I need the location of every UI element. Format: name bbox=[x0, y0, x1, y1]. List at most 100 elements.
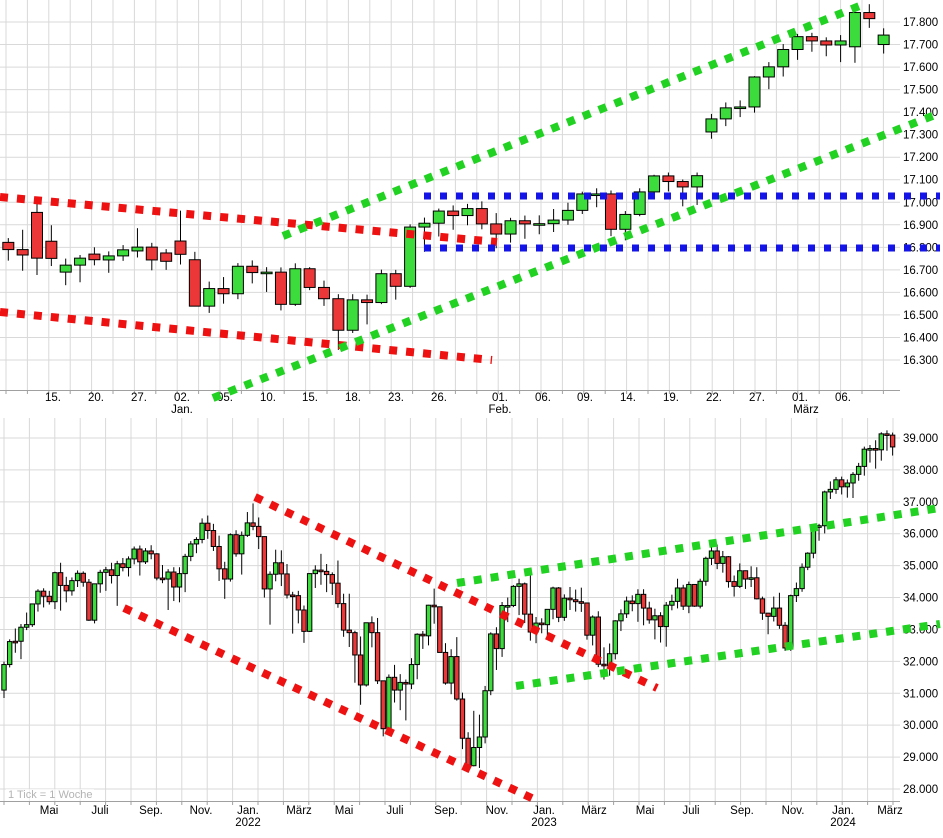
candle-up bbox=[848, 12, 861, 48]
svg-text:34.000: 34.000 bbox=[903, 593, 938, 605]
candle-up bbox=[623, 600, 630, 615]
candle-up bbox=[182, 555, 188, 575]
candle-down bbox=[725, 556, 732, 583]
svg-text:16.300: 16.300 bbox=[903, 355, 938, 367]
candle-up bbox=[1, 664, 7, 691]
svg-text:Mai: Mai bbox=[335, 805, 354, 817]
candle-down bbox=[389, 273, 402, 287]
svg-text:16.900: 16.900 bbox=[903, 220, 938, 232]
candle-up bbox=[669, 600, 675, 606]
svg-text:16.700: 16.700 bbox=[903, 265, 938, 277]
candle-up bbox=[791, 36, 804, 50]
candle-up bbox=[432, 210, 445, 224]
candle-down bbox=[205, 522, 211, 532]
svg-text:Nov.: Nov. bbox=[486, 805, 509, 817]
svg-text:Mai: Mai bbox=[40, 805, 59, 817]
candle-down bbox=[361, 299, 374, 304]
candle-down bbox=[346, 629, 352, 634]
candle-up bbox=[686, 583, 692, 607]
candle-up bbox=[346, 299, 359, 331]
candle-down bbox=[16, 249, 29, 256]
candle-up bbox=[103, 569, 109, 573]
candle-down bbox=[863, 12, 876, 20]
candle-down bbox=[352, 632, 358, 656]
svg-text:18.: 18. bbox=[345, 392, 361, 404]
candle-down bbox=[601, 663, 607, 667]
candle-down bbox=[403, 681, 409, 685]
candle-up bbox=[142, 550, 149, 563]
svg-text:Mai: Mai bbox=[636, 805, 655, 817]
candle-down bbox=[662, 175, 675, 183]
candle-up bbox=[805, 552, 811, 568]
svg-text:Sep.: Sep. bbox=[139, 805, 163, 817]
svg-text:Nov.: Nov. bbox=[190, 805, 213, 817]
candle-up bbox=[289, 268, 302, 305]
trendlines bbox=[122, 493, 941, 804]
candle-up bbox=[239, 534, 245, 555]
candle-down bbox=[323, 570, 330, 576]
candle-down bbox=[278, 562, 285, 575]
svg-text:27.: 27. bbox=[749, 392, 765, 404]
svg-text:10.: 10. bbox=[260, 392, 276, 404]
candle-down bbox=[759, 598, 766, 614]
candle-up bbox=[23, 624, 30, 628]
candle-up bbox=[648, 175, 661, 193]
svg-text:Sep.: Sep. bbox=[434, 805, 458, 817]
svg-text:36.000: 36.000 bbox=[903, 529, 938, 541]
trendline-upper-falling-resistance bbox=[0, 193, 498, 246]
candle-up bbox=[231, 265, 244, 295]
candle-up bbox=[691, 175, 704, 188]
svg-text:Nov.: Nov. bbox=[782, 805, 805, 817]
candle-down bbox=[301, 609, 307, 632]
candle-down bbox=[567, 597, 573, 601]
candle-down bbox=[284, 573, 290, 596]
candle-down bbox=[714, 550, 720, 564]
candle-down bbox=[691, 583, 698, 607]
candle-down bbox=[838, 479, 845, 488]
svg-text:17.800: 17.800 bbox=[903, 17, 938, 29]
candle-up bbox=[488, 633, 494, 692]
candle-down bbox=[57, 572, 64, 586]
candle-up bbox=[589, 616, 596, 636]
candle-up bbox=[397, 681, 403, 691]
candle-down bbox=[584, 602, 590, 636]
trendline-lower-falling-channel bbox=[122, 604, 538, 804]
candle-down bbox=[2, 241, 15, 251]
candle-up bbox=[533, 223, 546, 226]
candle-up bbox=[844, 482, 851, 488]
candle-down bbox=[380, 680, 386, 730]
svg-text:2023: 2023 bbox=[531, 817, 557, 829]
candle-up bbox=[267, 573, 273, 590]
candle-up bbox=[244, 522, 251, 536]
candle-down bbox=[431, 604, 437, 608]
candle-up bbox=[618, 613, 624, 622]
candle-down bbox=[459, 698, 466, 739]
candles bbox=[2, 4, 890, 350]
svg-text:16.400: 16.400 bbox=[903, 332, 938, 344]
candle-down bbox=[329, 574, 335, 584]
candle-up bbox=[375, 273, 388, 304]
svg-text:Sep.: Sep. bbox=[730, 805, 754, 817]
candle-up bbox=[74, 257, 87, 266]
candle-up bbox=[188, 543, 194, 557]
candle-up bbox=[193, 538, 200, 545]
candle-up bbox=[461, 208, 474, 217]
candle-down bbox=[261, 536, 268, 590]
candle-down bbox=[31, 211, 43, 259]
candle-up bbox=[74, 572, 81, 582]
candle-up bbox=[499, 605, 505, 650]
candle-up bbox=[91, 583, 98, 621]
candle-down bbox=[518, 220, 531, 225]
candle-up bbox=[834, 40, 847, 46]
candle-down bbox=[680, 587, 686, 607]
candle-down bbox=[246, 265, 259, 274]
candle-up bbox=[734, 106, 747, 110]
weekly-candlestick-chart: 39.00038.00037.00036.00035.00034.00033.0… bbox=[0, 418, 943, 838]
tick-scale-note: 1 Tick = 1 Woche bbox=[6, 789, 95, 801]
x-axis-labels: Mai Juli Sep. Nov. Jan. März Mai Juli Sep. Nov. Ja… bbox=[40, 805, 903, 829]
candle-up bbox=[703, 557, 709, 582]
x-axis bbox=[0, 801, 900, 805]
svg-text:38.000: 38.000 bbox=[903, 465, 938, 477]
candle-down bbox=[295, 595, 302, 611]
